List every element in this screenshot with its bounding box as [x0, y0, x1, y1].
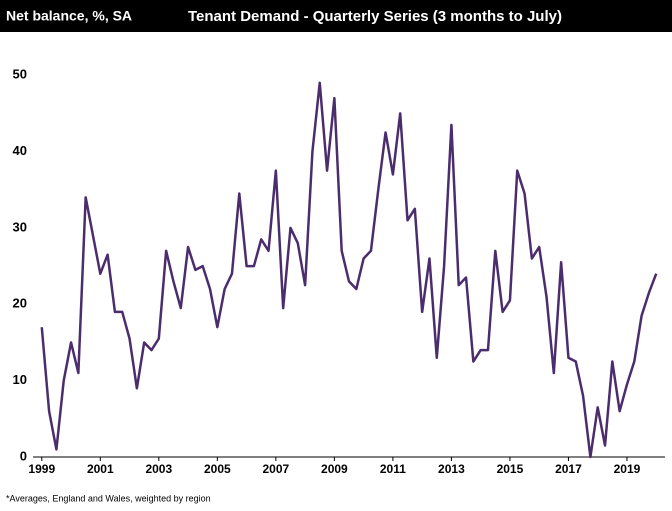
x-tick-label: 2003: [145, 462, 172, 476]
x-tick-label: 2013: [438, 462, 465, 476]
x-tick-label: 2011: [380, 462, 406, 476]
line-series: [40, 81, 658, 459]
x-tick-label: 2019: [614, 462, 641, 476]
y-tick-label: 10: [13, 372, 27, 387]
x-tick-label: 2017: [555, 462, 582, 476]
x-tick-label: 1999: [28, 462, 55, 476]
y-tick-label: 0: [20, 448, 27, 463]
x-tick-label: 2005: [204, 462, 231, 476]
y-tick-label: 20: [13, 296, 27, 311]
y-tick-label: 40: [13, 143, 27, 158]
x-tick-label: 2001: [87, 462, 114, 476]
header-bar: [0, 0, 672, 32]
chart-title: Tenant Demand - Quarterly Series (3 mont…: [188, 8, 562, 25]
header-label: Net balance, %, SA: [6, 8, 132, 24]
x-tick-label: 2009: [321, 462, 348, 476]
x-tick-label: 2015: [497, 462, 524, 476]
y-tick-label: 30: [13, 219, 27, 234]
x-tick-label: 2007: [263, 462, 290, 476]
y-tick-label: 50: [13, 67, 27, 82]
footnote: *Averages, England and Wales, weighted b…: [6, 493, 211, 503]
